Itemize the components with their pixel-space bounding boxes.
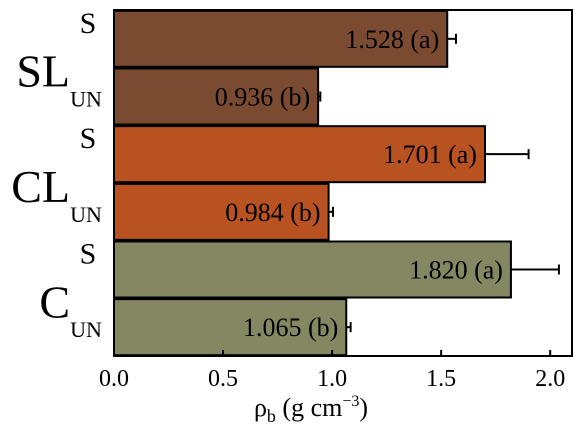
x-axis-title-symbol: ρ: [254, 393, 267, 422]
data-label: 1.701 (a): [383, 140, 477, 169]
category-label: S: [80, 238, 97, 271]
x-tick-label: 1.0: [317, 366, 347, 392]
category-label: UN: [70, 317, 102, 342]
group-label: C: [39, 276, 70, 327]
x-axis-title-unit: (g cm: [276, 393, 342, 422]
group-label: SL: [16, 46, 70, 97]
x-tick-label: 0.0: [99, 366, 129, 392]
x-tick-label: 0.5: [208, 366, 238, 392]
data-label: 0.984 (b): [225, 198, 320, 227]
data-label: 1.065 (b): [243, 313, 338, 342]
x-axis-title-close: ): [359, 393, 368, 422]
data-label: 1.820 (a): [409, 256, 503, 285]
data-label: 1.528 (a): [345, 25, 439, 54]
bars-layer: 1.528 (a) 0.936 (b) 1.701 (a) 0.984 (b) 1.82…: [114, 11, 559, 355]
x-tick-label: 1.5: [426, 366, 456, 392]
x-axis-title-superscript: −3: [342, 393, 359, 410]
x-axis-title-subscript: b: [267, 406, 276, 426]
category-label: S: [80, 7, 97, 40]
x-axis-title: ρb (g cm−3): [254, 393, 368, 426]
group-label: CL: [11, 161, 70, 212]
data-label: 0.936 (b): [215, 83, 310, 112]
category-label: UN: [70, 202, 102, 227]
category-label: S: [80, 122, 97, 155]
x-tick-label: 2.0: [535, 366, 565, 392]
category-label: UN: [70, 87, 102, 112]
